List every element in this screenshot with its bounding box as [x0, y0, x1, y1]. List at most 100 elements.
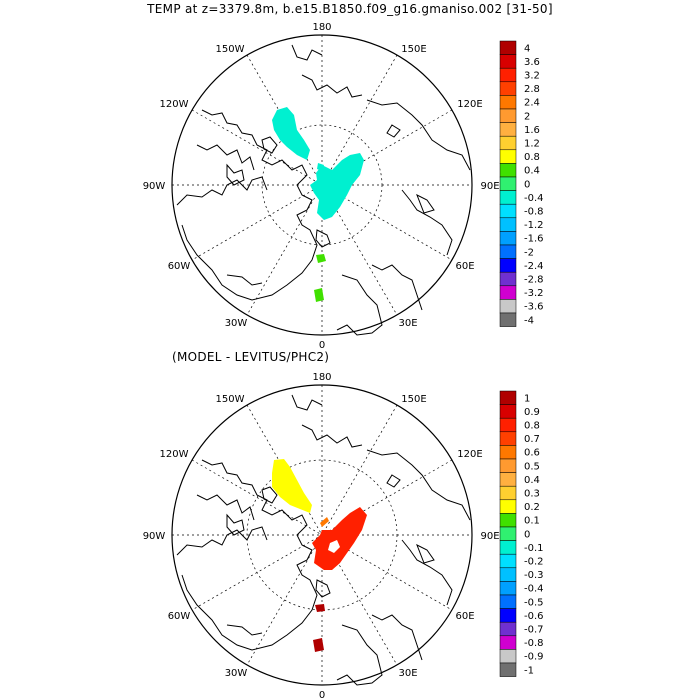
colorbar-tick-label: -0.6 — [524, 611, 544, 622]
top-polar-map: 180 150W 150E 120W 120E 90W 90E 60W 60E … — [143, 22, 500, 351]
colorbar-tick-label: 3.2 — [524, 71, 540, 82]
colorbar-swatch — [499, 662, 517, 677]
colorbar-swatch — [499, 108, 517, 123]
lon-label-90e: 90E — [480, 531, 499, 542]
lon-label-150w: 150W — [216, 44, 245, 55]
colorbar-tick-label: -3.6 — [524, 302, 544, 313]
lon-label-30e: 30E — [398, 668, 417, 679]
colorbar-tick-label: 0 — [524, 529, 530, 540]
colorbar-swatch — [499, 271, 517, 287]
colorbar-tick-label: 0.7 — [524, 434, 540, 445]
colorbar-swatch — [499, 231, 517, 246]
colorbar-tick-label: -1.2 — [524, 220, 544, 231]
lon-label-60w: 60W — [168, 261, 191, 272]
lon-label-150e: 150E — [401, 44, 426, 55]
colorbar-swatch — [499, 485, 517, 501]
colorbar-swatch — [499, 203, 517, 219]
anomaly-region-orange — [320, 517, 329, 527]
colorbar-swatch — [499, 458, 517, 473]
colorbar-tick-label: 0.8 — [524, 152, 540, 163]
colorbar-swatch — [499, 635, 517, 650]
lon-label-120e: 120E — [457, 99, 482, 110]
lon-label-150w: 150W — [216, 394, 245, 405]
colorbar-swatch — [499, 135, 517, 151]
colorbar-tick-label: -4 — [524, 315, 534, 326]
colorbar-swatch — [499, 540, 517, 555]
lon-label-180: 180 — [312, 372, 331, 383]
lon-label-120w: 120W — [160, 99, 189, 110]
colorbar-tick-label: 0.4 — [524, 166, 540, 177]
bottom-colorbar: 1 0.9 0.8 0.7 0.6 0.5 0.4 0.3 0.2 0.1 0 -0.1 -0.2 -0.… — [499, 390, 544, 677]
lon-label-30w: 30W — [225, 668, 248, 679]
colorbar-tick-label: 0 — [524, 179, 530, 190]
colorbar-swatch — [499, 649, 517, 664]
colorbar-swatch — [499, 567, 517, 582]
colorbar-tick-label: 0.5 — [524, 461, 540, 472]
colorbar-tick-label: -2.4 — [524, 261, 544, 272]
anomaly-region-green-2 — [314, 288, 324, 302]
colorbar-tick-label: 1 — [524, 393, 530, 404]
colorbar-tick-label: -0.3 — [524, 570, 544, 581]
anomaly-region-northwest — [272, 107, 310, 160]
colorbar-swatch — [499, 190, 517, 205]
lon-label-60w: 60W — [168, 611, 191, 622]
colorbar-tick-label: -0.7 — [524, 625, 544, 636]
colorbar-swatch — [499, 54, 517, 69]
colorbar-tick-label: 0.4 — [524, 475, 540, 486]
anomaly-region-hole — [328, 540, 340, 553]
colorbar-tick-label: 2 — [524, 111, 530, 122]
colorbar-swatch — [499, 312, 517, 327]
colorbar-swatch — [499, 244, 517, 259]
colorbar-tick-label: 2.8 — [524, 84, 540, 95]
colorbar-swatch — [499, 513, 517, 528]
colorbar-swatch — [499, 258, 517, 273]
colorbar-tick-label: 4 — [524, 43, 530, 54]
lon-label-0: 0 — [319, 340, 325, 351]
colorbar-swatch — [499, 621, 517, 637]
colorbar-swatch — [499, 417, 517, 433]
colorbar-tick-label: -3.2 — [524, 288, 544, 299]
colorbar-tick-label: -0.9 — [524, 652, 544, 663]
lon-label-30w: 30W — [225, 318, 248, 329]
colorbar-tick-label: -0.4 — [524, 193, 544, 204]
colorbar-swatch — [499, 553, 517, 569]
colorbar-swatch — [499, 285, 517, 300]
colorbar-swatch — [499, 217, 517, 232]
plot-title: TEMP at z=3379.8m, b.e15.B1850.f09_g16.g… — [147, 2, 553, 16]
colorbar-swatch — [499, 95, 517, 110]
colorbar-tick-label: -0.1 — [524, 543, 544, 554]
colorbar-tick-label: 0.3 — [524, 489, 540, 500]
anomaly-region-small — [317, 163, 324, 171]
colorbar-swatch — [499, 526, 517, 541]
colorbar-tick-label: 1.6 — [524, 125, 540, 136]
colorbar-tick-label: 0.9 — [524, 407, 540, 418]
colorbar-swatch — [499, 499, 517, 514]
colorbar-tick-label: -2 — [524, 247, 534, 258]
lon-label-0: 0 — [319, 690, 325, 700]
colorbar-swatch — [499, 299, 517, 314]
colorbar-swatch — [499, 431, 517, 446]
lon-label-180: 180 — [312, 22, 331, 33]
panel-subtitle: (MODEL - LEVITUS/PHC2) — [172, 350, 330, 364]
lon-label-90w: 90W — [143, 181, 166, 192]
colorbar-tick-label: 0.6 — [524, 448, 540, 459]
colorbar-swatch — [499, 163, 517, 178]
colorbar-tick-label: -1.6 — [524, 234, 544, 245]
colorbar-tick-label: -0.2 — [524, 557, 544, 568]
anomaly-region-darkred-2 — [313, 638, 324, 652]
colorbar-tick-label: -0.4 — [524, 584, 544, 595]
colorbar-swatch — [499, 472, 517, 487]
colorbar-swatch — [499, 390, 517, 405]
colorbar-swatch — [499, 445, 517, 460]
lon-label-60e: 60E — [455, 261, 474, 272]
colorbar-tick-label: 2.4 — [524, 98, 540, 109]
anomaly-region-northwest — [272, 459, 312, 513]
lon-label-90w: 90W — [143, 531, 166, 542]
colorbar-tick-label: -0.8 — [524, 207, 544, 218]
colorbar-swatch — [499, 608, 517, 623]
colorbar-swatch — [499, 149, 517, 164]
colorbar-swatch — [499, 67, 517, 83]
lon-label-60e: 60E — [455, 611, 474, 622]
lon-label-120w: 120W — [160, 449, 189, 460]
colorbar-tick-label: 3.6 — [524, 57, 540, 68]
